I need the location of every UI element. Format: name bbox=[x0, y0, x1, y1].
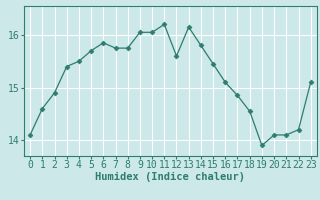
X-axis label: Humidex (Indice chaleur): Humidex (Indice chaleur) bbox=[95, 172, 245, 182]
